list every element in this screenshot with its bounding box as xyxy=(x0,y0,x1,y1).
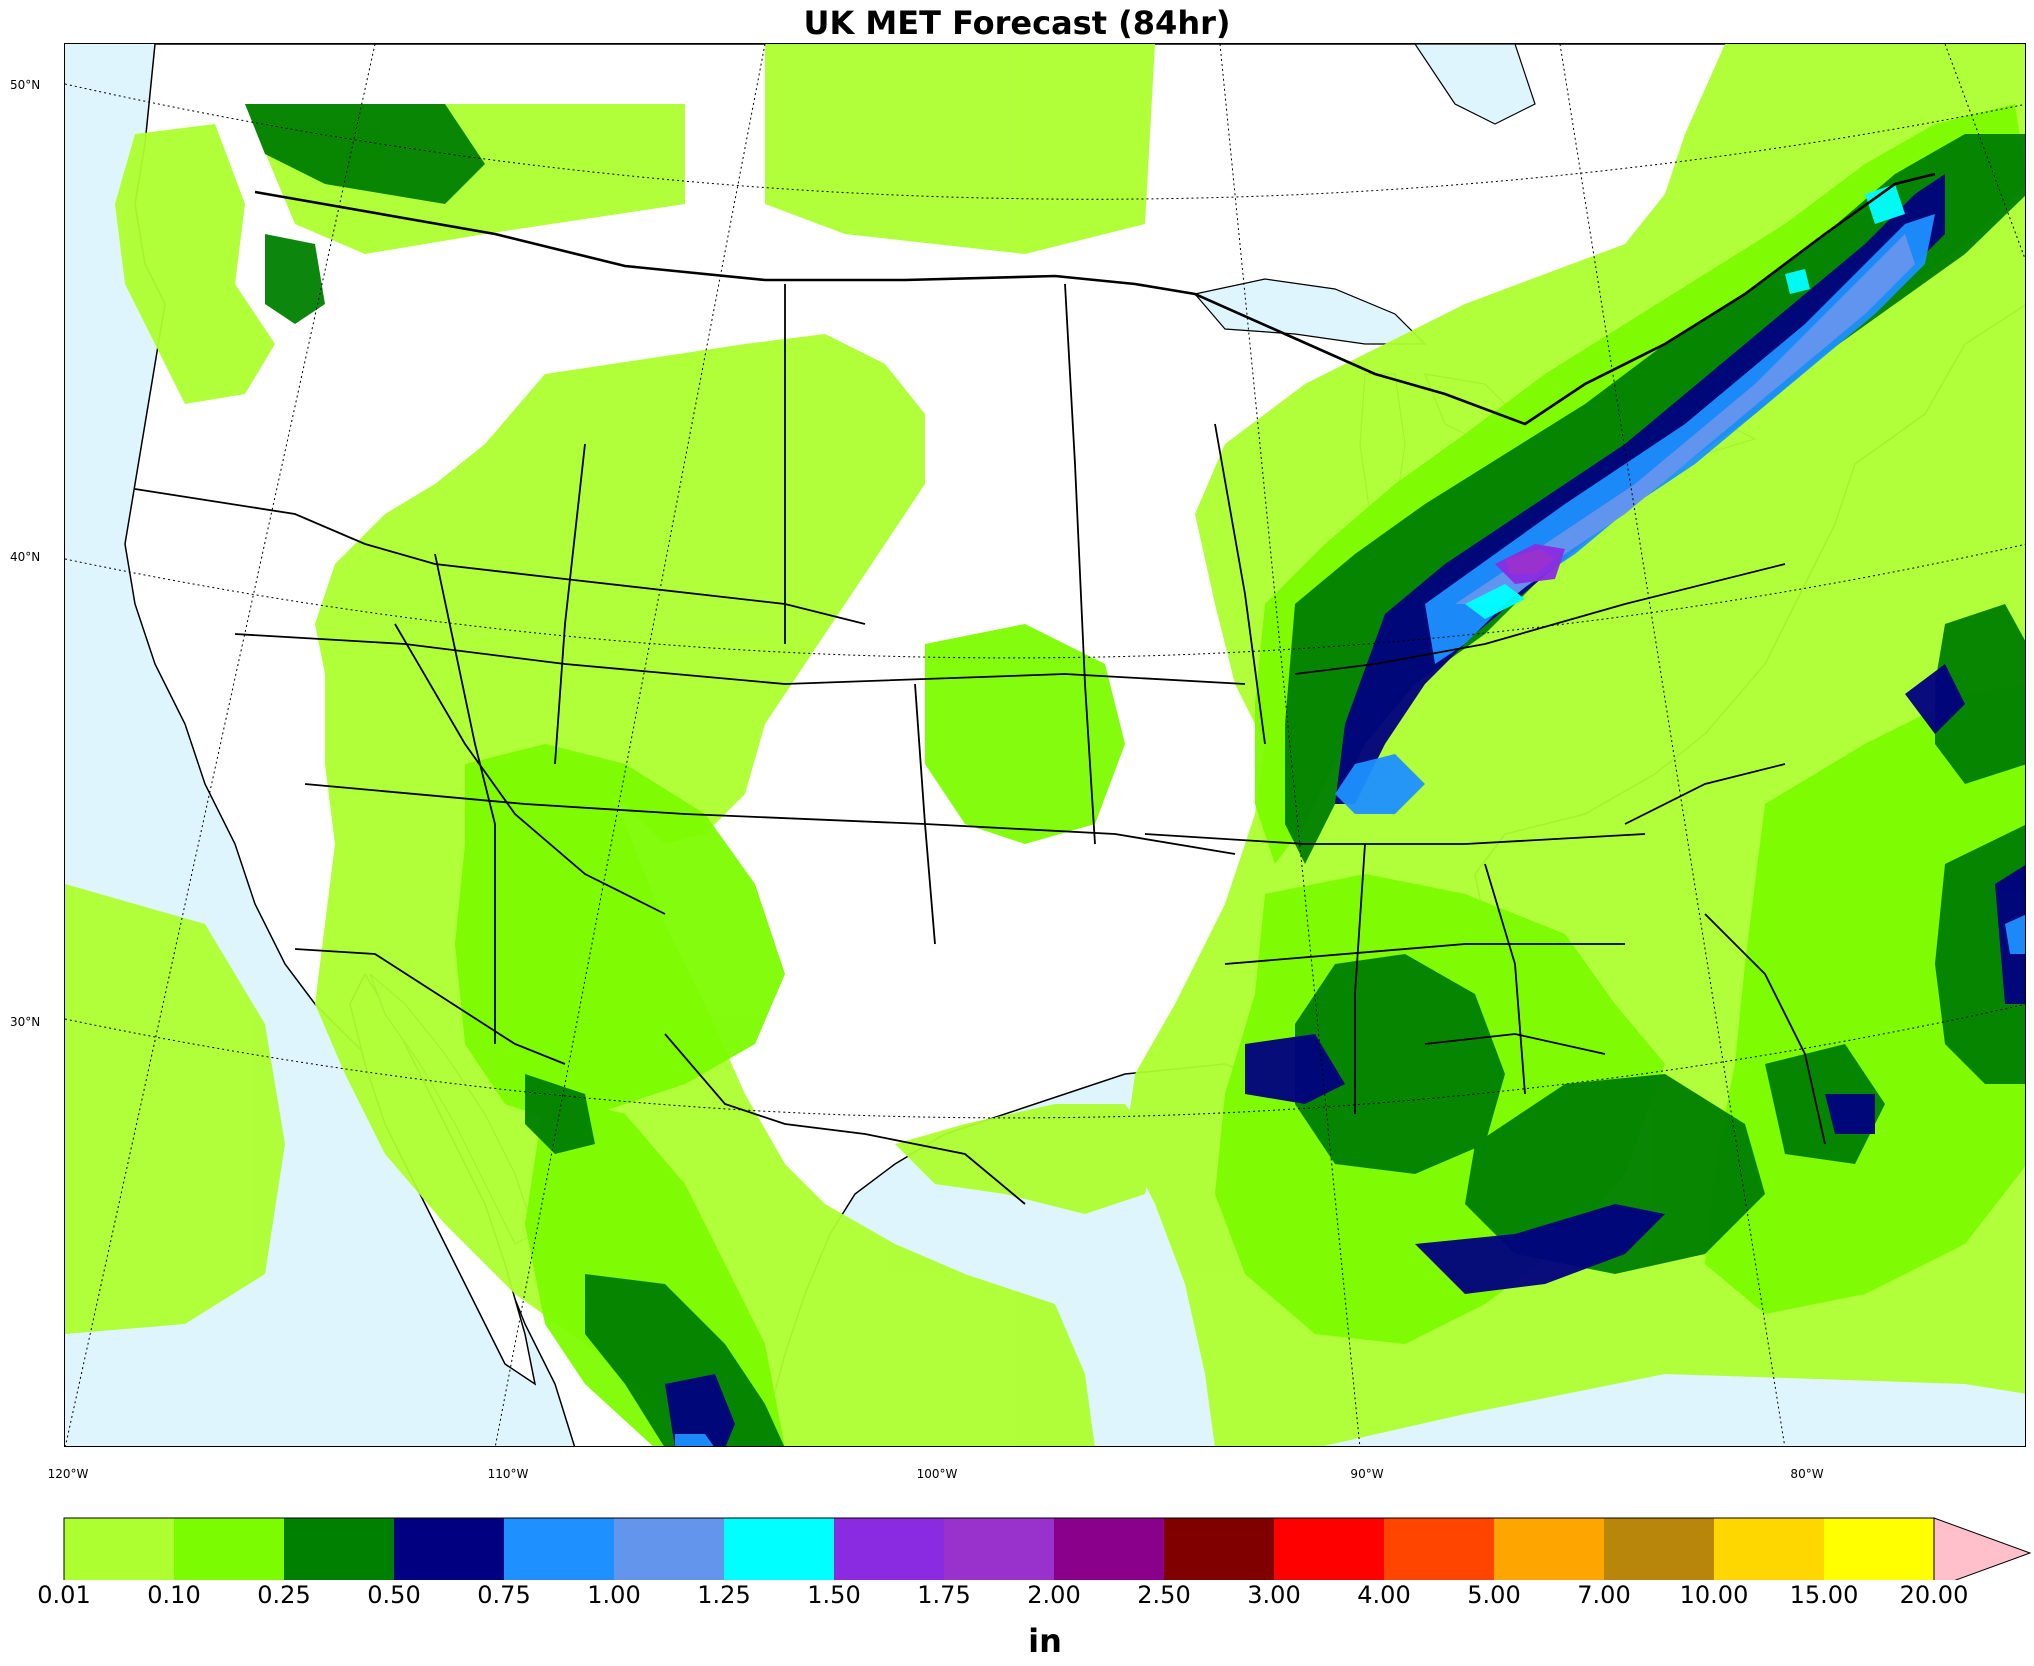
colorbar-segment xyxy=(64,1518,174,1580)
colorbar-segment xyxy=(1824,1518,1934,1580)
colorbar-segment xyxy=(1604,1518,1714,1580)
colorbar-tick-label: 1.75 xyxy=(917,1581,971,1609)
colorbar-segment xyxy=(724,1518,834,1580)
colorbar-tick-label: 1.50 xyxy=(807,1581,861,1609)
lon-label-100w: 100°W xyxy=(916,1467,958,1481)
lon-label-90w: 90°W xyxy=(1350,1467,1384,1481)
colorbar-segment xyxy=(1164,1518,1274,1580)
colorbar-tick-label: 15.00 xyxy=(1789,1581,1859,1609)
map-title: UK MET Forecast (84hr) xyxy=(803,4,1231,42)
colorbar-segment xyxy=(944,1518,1054,1580)
colorbar-outline xyxy=(63,1517,1935,1580)
colorbar-segment xyxy=(1384,1518,1494,1580)
colorbar-tick-label: 0.10 xyxy=(147,1581,201,1609)
colorbar-segment xyxy=(504,1518,614,1580)
colorbar-tick-label: 4.00 xyxy=(1357,1581,1411,1609)
precip-1.00 xyxy=(1455,234,1915,604)
lat-label-50n: 50°N xyxy=(10,78,41,92)
colorbar-segment xyxy=(1274,1518,1384,1580)
colorbar-tick-label: 0.50 xyxy=(367,1581,421,1609)
colorbar-segment xyxy=(614,1518,724,1580)
colorbar-segment xyxy=(284,1518,394,1580)
precipitation-map xyxy=(64,43,2026,1447)
colorbar-tick-label: 1.25 xyxy=(697,1581,751,1609)
political-borders xyxy=(134,172,1936,1205)
colorbar-tick-label: 1.00 xyxy=(587,1581,641,1609)
colorbar-tick-label: 2.50 xyxy=(1137,1581,1191,1609)
precip-1.25 xyxy=(1465,184,1905,619)
colorbar-segment xyxy=(174,1518,284,1580)
colorbar-tick-label: 20.00 xyxy=(1899,1581,1969,1609)
lon-label-120w: 120°W xyxy=(47,1467,89,1481)
colorbar-segment xyxy=(834,1518,944,1580)
colorbar-segment xyxy=(1494,1518,1604,1580)
lat-label-30n: 30°N xyxy=(10,1015,41,1029)
colorbar-extend-arrow xyxy=(1933,1517,2032,1580)
colorbar-tick-label: 0.75 xyxy=(477,1581,531,1609)
colorbar-tick-label: 0.01 xyxy=(37,1581,91,1609)
graticule xyxy=(65,44,2025,1446)
map-canvas xyxy=(65,44,2025,1446)
colorbar-tick-label: 2.00 xyxy=(1027,1581,1081,1609)
hudson-bay-area xyxy=(1414,44,1536,125)
colorbar-tick-label: 0.25 xyxy=(257,1581,311,1609)
colorbar-segment xyxy=(1054,1518,1164,1580)
lat-label-40n: 40°N xyxy=(10,550,41,564)
precip-1.75 xyxy=(1505,549,1555,574)
colorbar-unit: in xyxy=(1028,1622,1062,1660)
colorbar-tick-label: 10.00 xyxy=(1679,1581,1749,1609)
lon-label-80w: 80°W xyxy=(1790,1467,1824,1481)
colorbar-tick-label: 3.00 xyxy=(1247,1581,1301,1609)
lon-label-110w: 110°W xyxy=(487,1467,529,1481)
colorbar-segment xyxy=(394,1518,504,1580)
colorbar xyxy=(63,1517,2032,1580)
colorbar-tick-label: 7.00 xyxy=(1577,1581,1631,1609)
colorbar-segment xyxy=(1714,1518,1824,1580)
colorbar-tick-label: 5.00 xyxy=(1467,1581,1521,1609)
